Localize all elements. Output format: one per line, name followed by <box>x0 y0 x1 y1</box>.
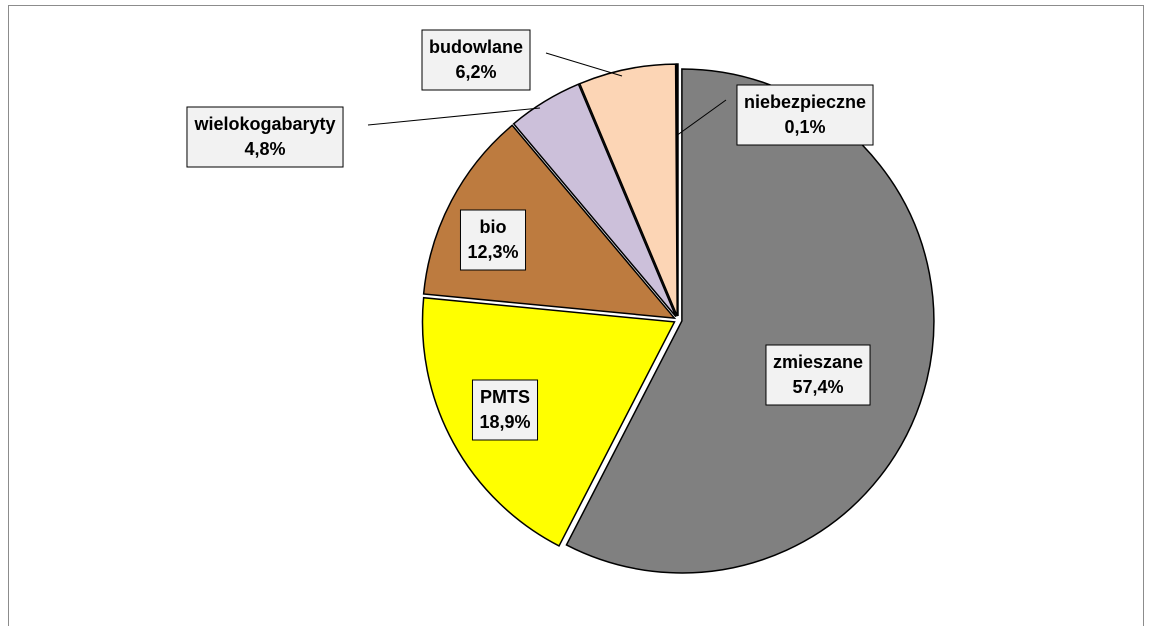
leader-line <box>367 107 541 126</box>
data-label: wielokogabaryty 4,8% <box>186 106 344 168</box>
label-category: wielokogabaryty <box>193 114 335 134</box>
leader-line <box>545 52 623 77</box>
label-value: 0,1% <box>784 117 825 137</box>
label-value: 12,3% <box>467 242 518 262</box>
data-label: bio 12,3% <box>459 209 527 271</box>
data-label: zmieszane 57,4% <box>765 344 871 406</box>
data-label: niebezpieczne 0,1% <box>736 84 874 146</box>
label-category: zmieszane <box>773 352 863 372</box>
label-category: bio <box>480 217 507 237</box>
pie-slice <box>512 83 677 318</box>
label-value: 4,8% <box>244 139 285 159</box>
pie-slice <box>675 63 679 317</box>
label-category: PMTS <box>480 387 530 407</box>
leader-line <box>675 99 727 137</box>
label-box <box>736 84 874 146</box>
label-box <box>459 209 527 271</box>
label-box <box>765 344 871 406</box>
data-label: PMTS 18,9% <box>471 379 539 441</box>
data-label: budowlane 6,2% <box>421 29 531 91</box>
label-box <box>471 379 539 441</box>
label-category: niebezpieczne <box>744 92 866 112</box>
label-value: 57,4% <box>792 377 843 397</box>
pie-slice <box>578 63 678 317</box>
pie-slice <box>421 296 676 547</box>
label-category: budowlane <box>429 37 523 57</box>
label-value: 6,2% <box>455 62 496 82</box>
label-box <box>186 106 344 168</box>
label-value: 18,9% <box>479 412 530 432</box>
label-box <box>421 29 531 91</box>
